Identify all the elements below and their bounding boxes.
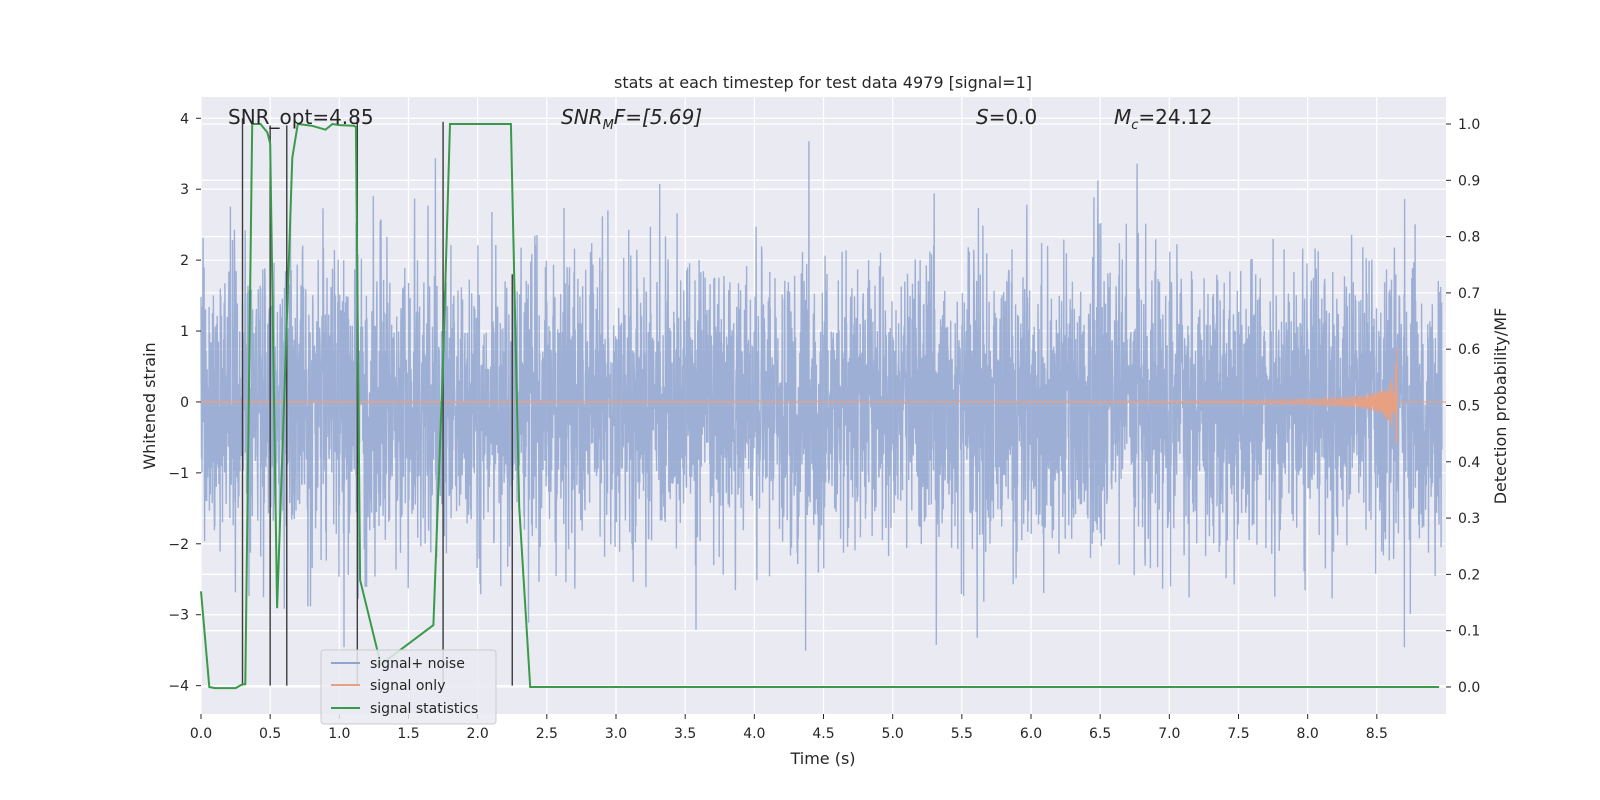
x-tick-label: 7.5	[1227, 726, 1249, 742]
y-tick-label-right: 0.9	[1458, 173, 1480, 189]
x-tick-label: 5.5	[951, 726, 973, 742]
mc-base: M	[1114, 105, 1131, 129]
legend: signal+ noise signal only signal statist…	[320, 649, 497, 725]
y-tick-label-left: 1	[180, 324, 189, 340]
mc-rest: =24.12	[1138, 105, 1212, 129]
y-tick-label-right: 0.2	[1458, 567, 1480, 583]
legend-label-signal-statistics: signal statistics	[370, 701, 478, 717]
y-tick-label-right: 1.0	[1458, 117, 1480, 133]
series-signal-only	[201, 347, 1446, 444]
x-tick-label: 1.0	[328, 726, 350, 742]
y-tick-label-left: 4	[180, 111, 189, 127]
x-tick-label: 4.5	[812, 726, 834, 742]
x-tick-label: 8.5	[1366, 726, 1388, 742]
x-tick-label: 6.0	[1020, 726, 1042, 742]
x-tick-label: 4.0	[743, 726, 765, 742]
x-tick-label: 0.5	[259, 726, 281, 742]
y-tick-label-right: 0.6	[1458, 342, 1480, 358]
y-tick-label-left: −4	[168, 679, 189, 695]
legend-label-signal-only: signal only	[370, 678, 445, 694]
y-tick-label-left: −1	[168, 466, 189, 482]
y-tick-label-left: 3	[180, 182, 189, 198]
chart-title: stats at each timestep for test data 497…	[614, 73, 1032, 92]
x-tick-label: 8.0	[1297, 726, 1319, 742]
x-tick-label: 3.0	[605, 726, 627, 742]
snr-mf-sub: M	[603, 118, 614, 133]
y-tick-label-right: 0.0	[1458, 680, 1480, 696]
y-axis-label-left: Whitened strain	[140, 342, 159, 469]
mc-sub: c	[1131, 118, 1138, 133]
annotation-mc: Mc=24.12	[1114, 105, 1212, 133]
snr-mf-base: SNR	[561, 105, 603, 129]
x-tick-label: 2.0	[467, 726, 489, 742]
s-rest: =0.0	[989, 105, 1038, 129]
y-tick-label-left: 0	[180, 395, 189, 411]
x-tick-label: 5.0	[882, 726, 904, 742]
annotation-s: S=0.0	[976, 105, 1037, 129]
y-tick-label-left: −3	[168, 608, 189, 624]
y-tick-label-right: 0.4	[1458, 455, 1480, 471]
marker-lines	[241, 118, 513, 686]
annotation-snr-opt: SNR_opt=4.85	[228, 105, 374, 129]
x-tick-label: 7.0	[1158, 726, 1180, 742]
snr-mf-rest: F=[5.69]	[614, 105, 702, 129]
x-tick-label: 2.5	[536, 726, 558, 742]
y-ticks-right: 0.0 0.1 0.2 0.3 0.4 0.5 0.6 0.7 0.8 0.9 1.0	[1446, 117, 1480, 696]
series-signal-statistics	[200, 122, 1440, 690]
y-tick-label-right: 0.3	[1458, 511, 1480, 527]
x-ticks: 0.0 0.5 1.0 1.5 2.0 2.5 3.0 3.5 4.0 4.5 5.0 5.5 6.0 6…	[190, 714, 1388, 742]
y-tick-label-left: −2	[168, 537, 189, 553]
statistics-line	[200, 122, 1440, 690]
x-tick-label: 6.5	[1089, 726, 1111, 742]
y-ticks-left: −4 −3 −2 −1 0 1 2 3 4	[168, 111, 201, 695]
annotation-snr-mf: SNRMF=[5.69]	[561, 105, 702, 133]
y-tick-label-right: 0.8	[1458, 230, 1480, 246]
legend-label-signal-noise: signal+ noise	[370, 656, 465, 672]
y-axis-label-right: Detection probability/MF	[1491, 308, 1510, 505]
x-tick-label: 3.5	[674, 726, 696, 742]
y-tick-label-right: 0.7	[1458, 286, 1480, 302]
legend-box	[320, 649, 497, 725]
y-tick-label-right: 0.1	[1458, 624, 1480, 640]
series-signal-noise	[200, 141, 1443, 651]
x-tick-label: 1.5	[397, 726, 419, 742]
y-tick-label-right: 0.5	[1458, 399, 1480, 415]
x-axis-label: Time (s)	[789, 749, 855, 768]
y-tick-label-left: 2	[180, 253, 189, 269]
x-tick-label: 0.0	[190, 726, 212, 742]
s-italic: S	[976, 105, 989, 129]
noise-line	[200, 141, 1443, 651]
